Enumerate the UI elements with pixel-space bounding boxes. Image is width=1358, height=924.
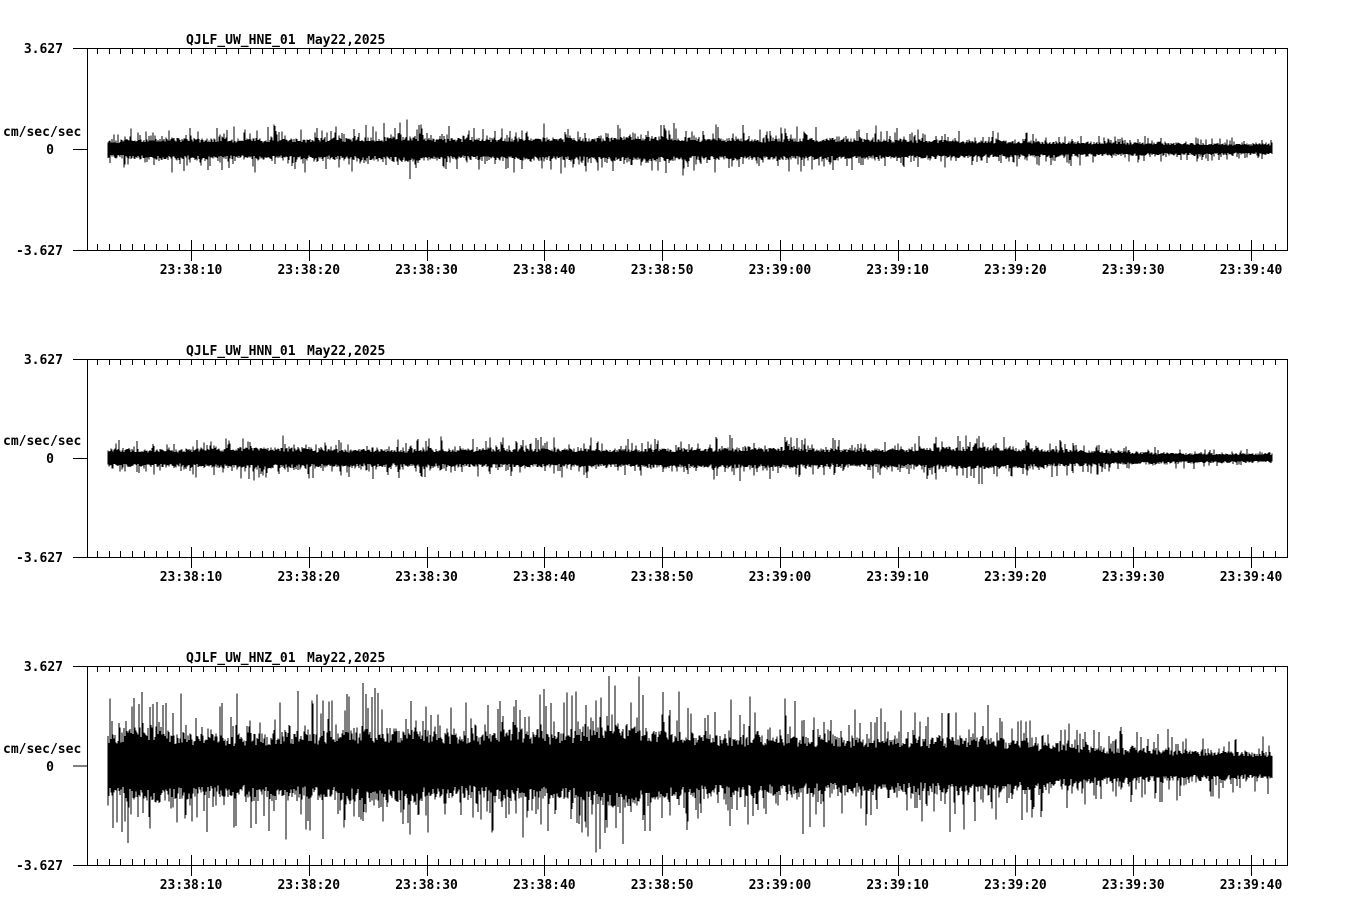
plot-frame — [73, 666, 1288, 876]
x-axis-tick-label: 23:38:50 — [631, 263, 694, 278]
waveform-trace-hne — [107, 119, 1273, 180]
waveform-trace-hnn — [107, 435, 1273, 485]
x-axis-tick-label: 23:38:30 — [395, 570, 458, 585]
plot-border — [87, 48, 1288, 251]
plot-frame — [73, 359, 1288, 568]
x-axis-tick-label: 23:39:40 — [1220, 878, 1283, 893]
x-axis-tick-label: 23:38:20 — [277, 570, 340, 585]
record-date: May22,2025 — [307, 651, 385, 666]
y-axis-zero-label: 0 — [46, 452, 54, 467]
y-axis-zero-label: 0 — [46, 143, 54, 158]
x-axis-tick-label: 23:39:00 — [749, 878, 812, 893]
x-axis-tick-labels: 23:38:10 23:38:20 23:38:30 23:38:40 23:38:50… — [160, 878, 1283, 893]
y-axis-max-label: 3.627 — [24, 353, 63, 368]
y-axis-min-label: -3.627 — [16, 859, 63, 874]
x-axis-tick-label: 23:39:30 — [1102, 878, 1165, 893]
record-date: May22,2025 — [307, 33, 385, 48]
x-axis-tick-label: 23:38:20 — [277, 878, 340, 893]
y-axis-units-label: cm/sec/sec — [3, 125, 81, 140]
y-axis-zero-label: 0 — [46, 760, 54, 775]
plot-frame — [73, 48, 1288, 261]
x-axis-tick-label: 23:39:10 — [866, 878, 929, 893]
record-date: May22,2025 — [307, 344, 385, 359]
y-axis-min-label: -3.627 — [16, 244, 63, 259]
y-axis-units-label: cm/sec/sec — [3, 742, 81, 757]
channel-title: QJLF_UW_HNE_01 — [186, 33, 296, 48]
x-axis-tick-label: 23:39:40 — [1220, 263, 1283, 278]
x-axis-tick-label: 23:39:00 — [749, 263, 812, 278]
seismo-panel-hne: QJLF_UW_HNE_01 May22,2025 3.627 cm/sec/s… — [3, 33, 1288, 278]
x-axis-tick-label: 23:39:00 — [749, 570, 812, 585]
x-axis-tick-label: 23:38:50 — [631, 570, 694, 585]
seismo-panel-hnn: QJLF_UW_HNN_01 May22,2025 3.627 cm/sec/s… — [3, 344, 1288, 585]
y-axis-units-label: cm/sec/sec — [3, 434, 81, 449]
x-axis-tick-label: 23:38:40 — [513, 570, 576, 585]
x-axis-tick-label: 23:38:10 — [160, 878, 223, 893]
x-axis-tick-label: 23:39:10 — [866, 570, 929, 585]
x-axis-tick-label: 23:38:20 — [277, 263, 340, 278]
x-axis-tick-label: 23:39:20 — [984, 263, 1047, 278]
x-axis-tick-label: 23:38:10 — [160, 570, 223, 585]
channel-title: QJLF_UW_HNZ_01 — [186, 651, 296, 666]
x-axis-tick-label: 23:39:10 — [866, 263, 929, 278]
x-axis-tick-label: 23:38:30 — [395, 263, 458, 278]
x-axis-tick-label: 23:39:40 — [1220, 570, 1283, 585]
y-axis-max-label: 3.627 — [24, 660, 63, 675]
x-axis-tick-label: 23:39:30 — [1102, 570, 1165, 585]
x-axis-tick-labels: 23:38:10 23:38:20 23:38:30 23:38:40 23:38:50… — [160, 263, 1283, 278]
x-axis-tick-label: 23:38:30 — [395, 878, 458, 893]
x-axis-tick-label: 23:39:30 — [1102, 263, 1165, 278]
x-axis-tick-label: 23:39:20 — [984, 570, 1047, 585]
x-axis-tick-label: 23:38:40 — [513, 878, 576, 893]
channel-title: QJLF_UW_HNN_01 — [186, 344, 296, 359]
seismo-panel-hnz: QJLF_UW_HNZ_01 May22,2025 3.627 cm/sec/s… — [3, 651, 1288, 893]
y-axis-min-label: -3.627 — [16, 551, 63, 566]
plot-border — [87, 359, 1288, 558]
y-axis-max-label: 3.627 — [24, 42, 63, 57]
plot-border — [87, 666, 1288, 866]
x-axis-tick-labels: 23:38:10 23:38:20 23:38:30 23:38:40 23:38:50… — [160, 570, 1283, 585]
x-axis-tick-label: 23:38:40 — [513, 263, 576, 278]
waveform-trace-hnz — [107, 676, 1273, 853]
x-axis-tick-label: 23:39:20 — [984, 878, 1047, 893]
x-axis-tick-label: 23:38:10 — [160, 263, 223, 278]
x-axis-tick-label: 23:38:50 — [631, 878, 694, 893]
